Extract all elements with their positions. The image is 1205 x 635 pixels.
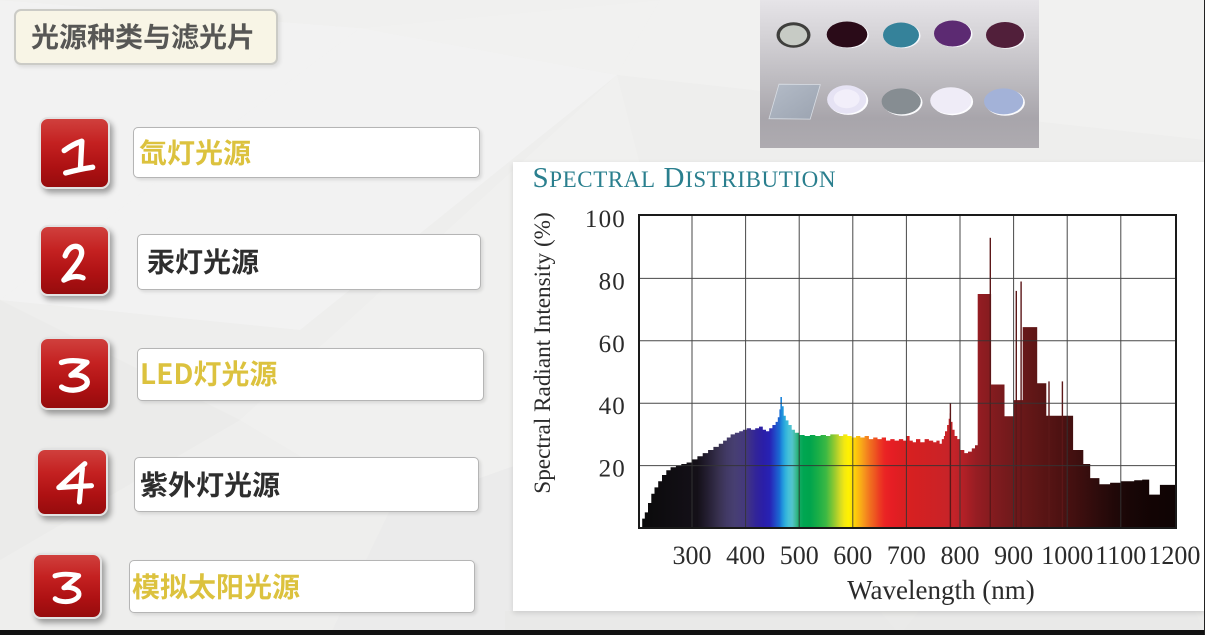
svg-text:1200: 1200	[1148, 541, 1200, 570]
svg-text:Spectral Radiant Intensity (%): Spectral Radiant Intensity (%)	[530, 212, 556, 493]
svg-text:1100: 1100	[1095, 541, 1146, 570]
svg-text:1000: 1000	[1041, 541, 1093, 570]
svg-text:40: 40	[599, 393, 626, 420]
svg-text:600: 600	[833, 541, 872, 570]
svg-text:500: 500	[780, 541, 819, 570]
svg-text:700: 700	[887, 541, 926, 570]
svg-text:SPECTRAL DISTRIBUTION: SPECTRAL DISTRIBUTION	[533, 162, 837, 194]
svg-text:20: 20	[599, 456, 626, 483]
svg-text:400: 400	[726, 541, 765, 570]
svg-text:300: 300	[673, 541, 712, 570]
svg-text:900: 900	[994, 541, 1033, 570]
svg-text:Wavelength (nm): Wavelength (nm)	[847, 575, 1035, 605]
svg-text:800: 800	[941, 541, 980, 570]
svg-text:60: 60	[599, 331, 626, 358]
svg-text:100: 100	[585, 206, 626, 233]
svg-text:80: 80	[599, 268, 626, 295]
